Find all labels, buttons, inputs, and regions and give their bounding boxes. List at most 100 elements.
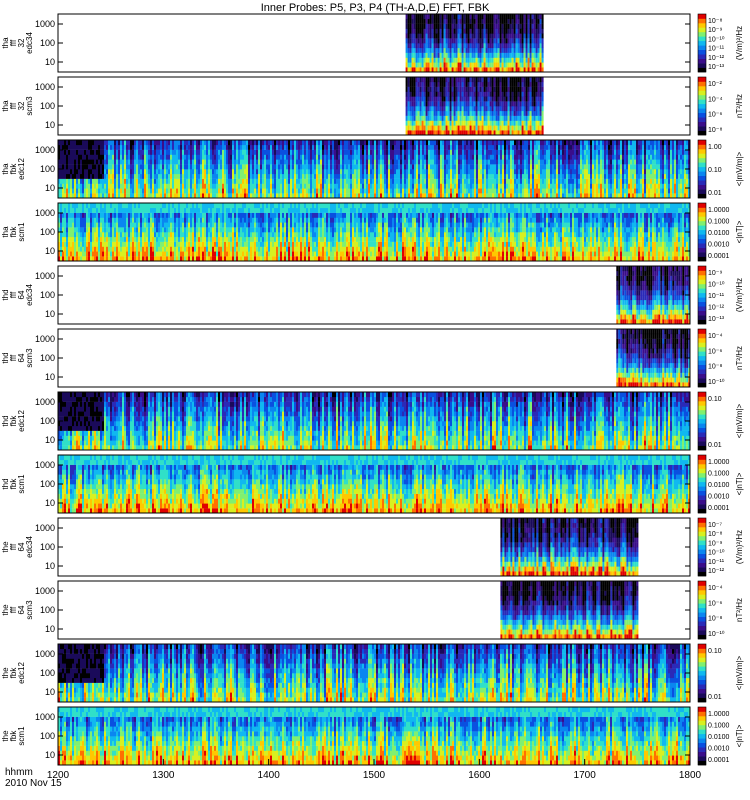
spectrogram-cell xyxy=(515,115,518,121)
spectrogram-cell xyxy=(488,140,490,146)
spectrogram-cell xyxy=(404,169,406,175)
spectrogram-cell xyxy=(346,178,348,184)
spectrogram-cell xyxy=(266,144,268,150)
spectrogram-cell xyxy=(418,144,420,150)
spectrogram-cell xyxy=(194,159,196,165)
spectrogram-cell xyxy=(118,173,120,179)
spectrogram-cell xyxy=(168,183,170,189)
spectrogram-cell xyxy=(546,178,548,184)
spectrogram-cell xyxy=(521,110,524,116)
spectrogram-cell xyxy=(98,154,100,160)
spectrogram-cell xyxy=(457,125,460,131)
spectrogram-cell xyxy=(296,183,298,189)
spectrogram-cell xyxy=(413,14,416,20)
spectrogram-cell xyxy=(465,101,468,107)
spectrogram-cell xyxy=(423,28,426,34)
spectrogram-cell xyxy=(354,149,356,155)
spectrogram-cell xyxy=(330,140,332,146)
spectrogram-cell xyxy=(350,173,352,179)
spectrogram-cell xyxy=(466,173,468,179)
spectrogram-cell xyxy=(469,38,472,44)
spectrogram-cell xyxy=(525,130,528,136)
spectrogram-cell xyxy=(515,67,518,73)
spectrogram-cell xyxy=(258,159,260,165)
spectrogram-cell xyxy=(503,52,506,58)
spectrogram-cell xyxy=(533,52,536,58)
spectrogram-cell xyxy=(451,115,454,121)
spectrogram-cell xyxy=(411,86,414,92)
spectrogram-cell xyxy=(431,86,434,92)
spectrogram-cell xyxy=(521,106,524,112)
spectrogram-cell xyxy=(278,154,280,160)
spectrogram-cell xyxy=(402,193,404,199)
spectrogram-cell xyxy=(528,173,530,179)
spectrogram-cell xyxy=(586,188,588,194)
spectrogram-cell xyxy=(541,120,544,126)
spectrogram-cell xyxy=(537,110,540,116)
spectrogram-cell xyxy=(210,149,212,155)
spectrogram-cell xyxy=(509,115,512,121)
spectrogram-cell xyxy=(428,149,430,155)
spectrogram-cell xyxy=(384,169,386,175)
spectrogram-cell xyxy=(449,110,452,116)
spectrogram-cell xyxy=(356,144,358,150)
spectrogram-cell xyxy=(396,183,398,189)
spectrogram-cell xyxy=(473,52,476,58)
spectrogram-cell xyxy=(82,140,84,146)
spectrogram-cell xyxy=(350,183,352,189)
spectrogram-cell xyxy=(296,140,298,146)
spectrogram-cell xyxy=(244,140,246,146)
spectrogram-cell xyxy=(584,144,586,150)
spectrogram-cell xyxy=(88,164,90,170)
spectrogram-cell xyxy=(507,28,510,34)
spectrogram-cell xyxy=(471,130,474,136)
spectrogram-cell xyxy=(592,193,594,199)
spectrogram-cell xyxy=(464,169,466,175)
spectrogram-cell xyxy=(522,178,524,184)
spectrogram-cell xyxy=(262,169,264,175)
spectrogram-cell xyxy=(485,101,488,107)
spectrogram-cell xyxy=(479,125,482,131)
spectrogram-cell xyxy=(186,159,188,165)
spectrogram-cell xyxy=(405,52,408,58)
spectrogram-cell xyxy=(156,164,158,170)
spectrogram-cell xyxy=(517,43,520,49)
spectrogram-cell xyxy=(210,140,212,146)
spectrogram-cell xyxy=(188,140,190,146)
spectrogram-cell xyxy=(386,149,388,155)
spectrogram-cell xyxy=(124,173,126,179)
spectrogram-cell xyxy=(437,125,440,131)
spectrogram-cell xyxy=(472,169,474,175)
spectrogram-cell xyxy=(368,173,370,179)
spectrogram-cell xyxy=(378,183,380,189)
spectrogram-cell xyxy=(526,140,528,146)
spectrogram-cell xyxy=(114,188,116,194)
spectrogram-cell xyxy=(174,188,176,194)
spectrogram-cell xyxy=(304,144,306,150)
spectrogram-cell xyxy=(366,169,368,175)
spectrogram-cell xyxy=(70,149,72,155)
spectrogram-cell xyxy=(154,159,156,165)
spectrogram-cell xyxy=(284,164,286,170)
spectrogram-cell xyxy=(457,96,460,102)
spectrogram-cell xyxy=(433,101,436,107)
spectrogram-cell xyxy=(374,178,376,184)
spectrogram-cell xyxy=(415,62,418,68)
spectrogram-cell xyxy=(463,115,466,121)
spectrogram-cell xyxy=(354,159,356,165)
spectrogram-cell xyxy=(160,183,162,189)
spectrogram-cell xyxy=(98,144,100,150)
spectrogram-cell xyxy=(440,173,442,179)
spectrogram-cell xyxy=(512,173,514,179)
spectrogram-cell xyxy=(386,164,388,170)
spectrogram-cell xyxy=(470,149,472,155)
spectrogram-cell xyxy=(509,57,512,63)
spectrogram-cell xyxy=(531,125,534,131)
spectrogram-cell xyxy=(340,193,342,199)
spectrogram-cell xyxy=(411,125,414,131)
spectrogram-cell xyxy=(528,154,530,160)
spectrogram-cell xyxy=(74,149,76,155)
spectrogram-cell xyxy=(515,125,518,131)
spectrogram-cell xyxy=(130,149,132,155)
spectrogram-cell xyxy=(416,154,418,160)
